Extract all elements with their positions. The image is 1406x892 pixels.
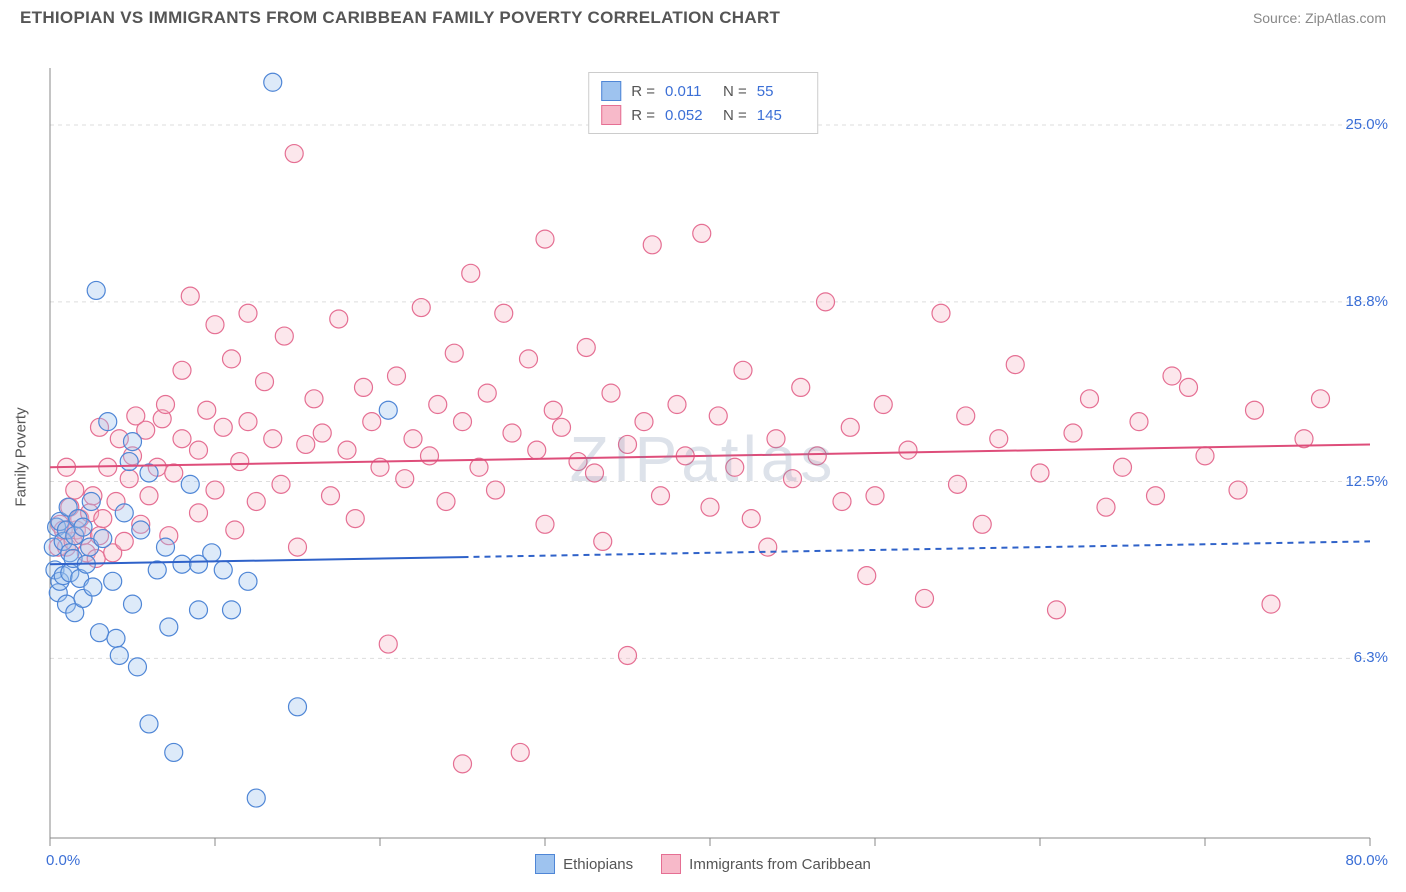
y-axis-label: Family Poverty — [12, 407, 29, 506]
chart-area: Family Poverty ZIPatlas R =0.011N =55R =… — [0, 32, 1406, 882]
n-value: 145 — [757, 107, 805, 124]
y-tick-label: 12.5% — [1345, 473, 1388, 490]
legend-label: Ethiopians — [563, 856, 633, 873]
scatter-plot-svg — [0, 32, 1406, 882]
series-legend: Ethiopians Immigrants from Caribbean — [0, 854, 1406, 874]
r-value: 0.011 — [665, 83, 713, 100]
legend-swatch — [601, 105, 621, 125]
chart-title: ETHIOPIAN VS IMMIGRANTS FROM CARIBBEAN F… — [20, 8, 780, 28]
x-axis-min-label: 0.0% — [46, 852, 80, 869]
y-tick-label: 25.0% — [1345, 116, 1388, 133]
n-label: N = — [723, 107, 747, 124]
n-label: N = — [723, 83, 747, 100]
legend-item: Immigrants from Caribbean — [661, 854, 871, 874]
y-tick-label: 18.8% — [1345, 293, 1388, 310]
stats-legend-row: R = 0.011 N = 55 — [601, 79, 805, 103]
source-label: Source: ZipAtlas.com — [1253, 10, 1386, 26]
legend-label: Immigrants from Caribbean — [689, 856, 871, 873]
x-axis-max-label: 80.0% — [1345, 852, 1388, 869]
stats-legend: R = 0.011 N = 55 R = 0.052 N = 145 — [588, 72, 818, 134]
stats-legend-row: R = 0.052 N = 145 — [601, 103, 805, 127]
legend-swatch — [661, 854, 681, 874]
r-value: 0.052 — [665, 107, 713, 124]
legend-swatch — [601, 81, 621, 101]
r-label: R = — [631, 107, 655, 124]
legend-item: Ethiopians — [535, 854, 633, 874]
r-label: R = — [631, 83, 655, 100]
legend-swatch — [535, 854, 555, 874]
y-tick-label: 6.3% — [1354, 649, 1388, 666]
n-value: 55 — [757, 83, 805, 100]
